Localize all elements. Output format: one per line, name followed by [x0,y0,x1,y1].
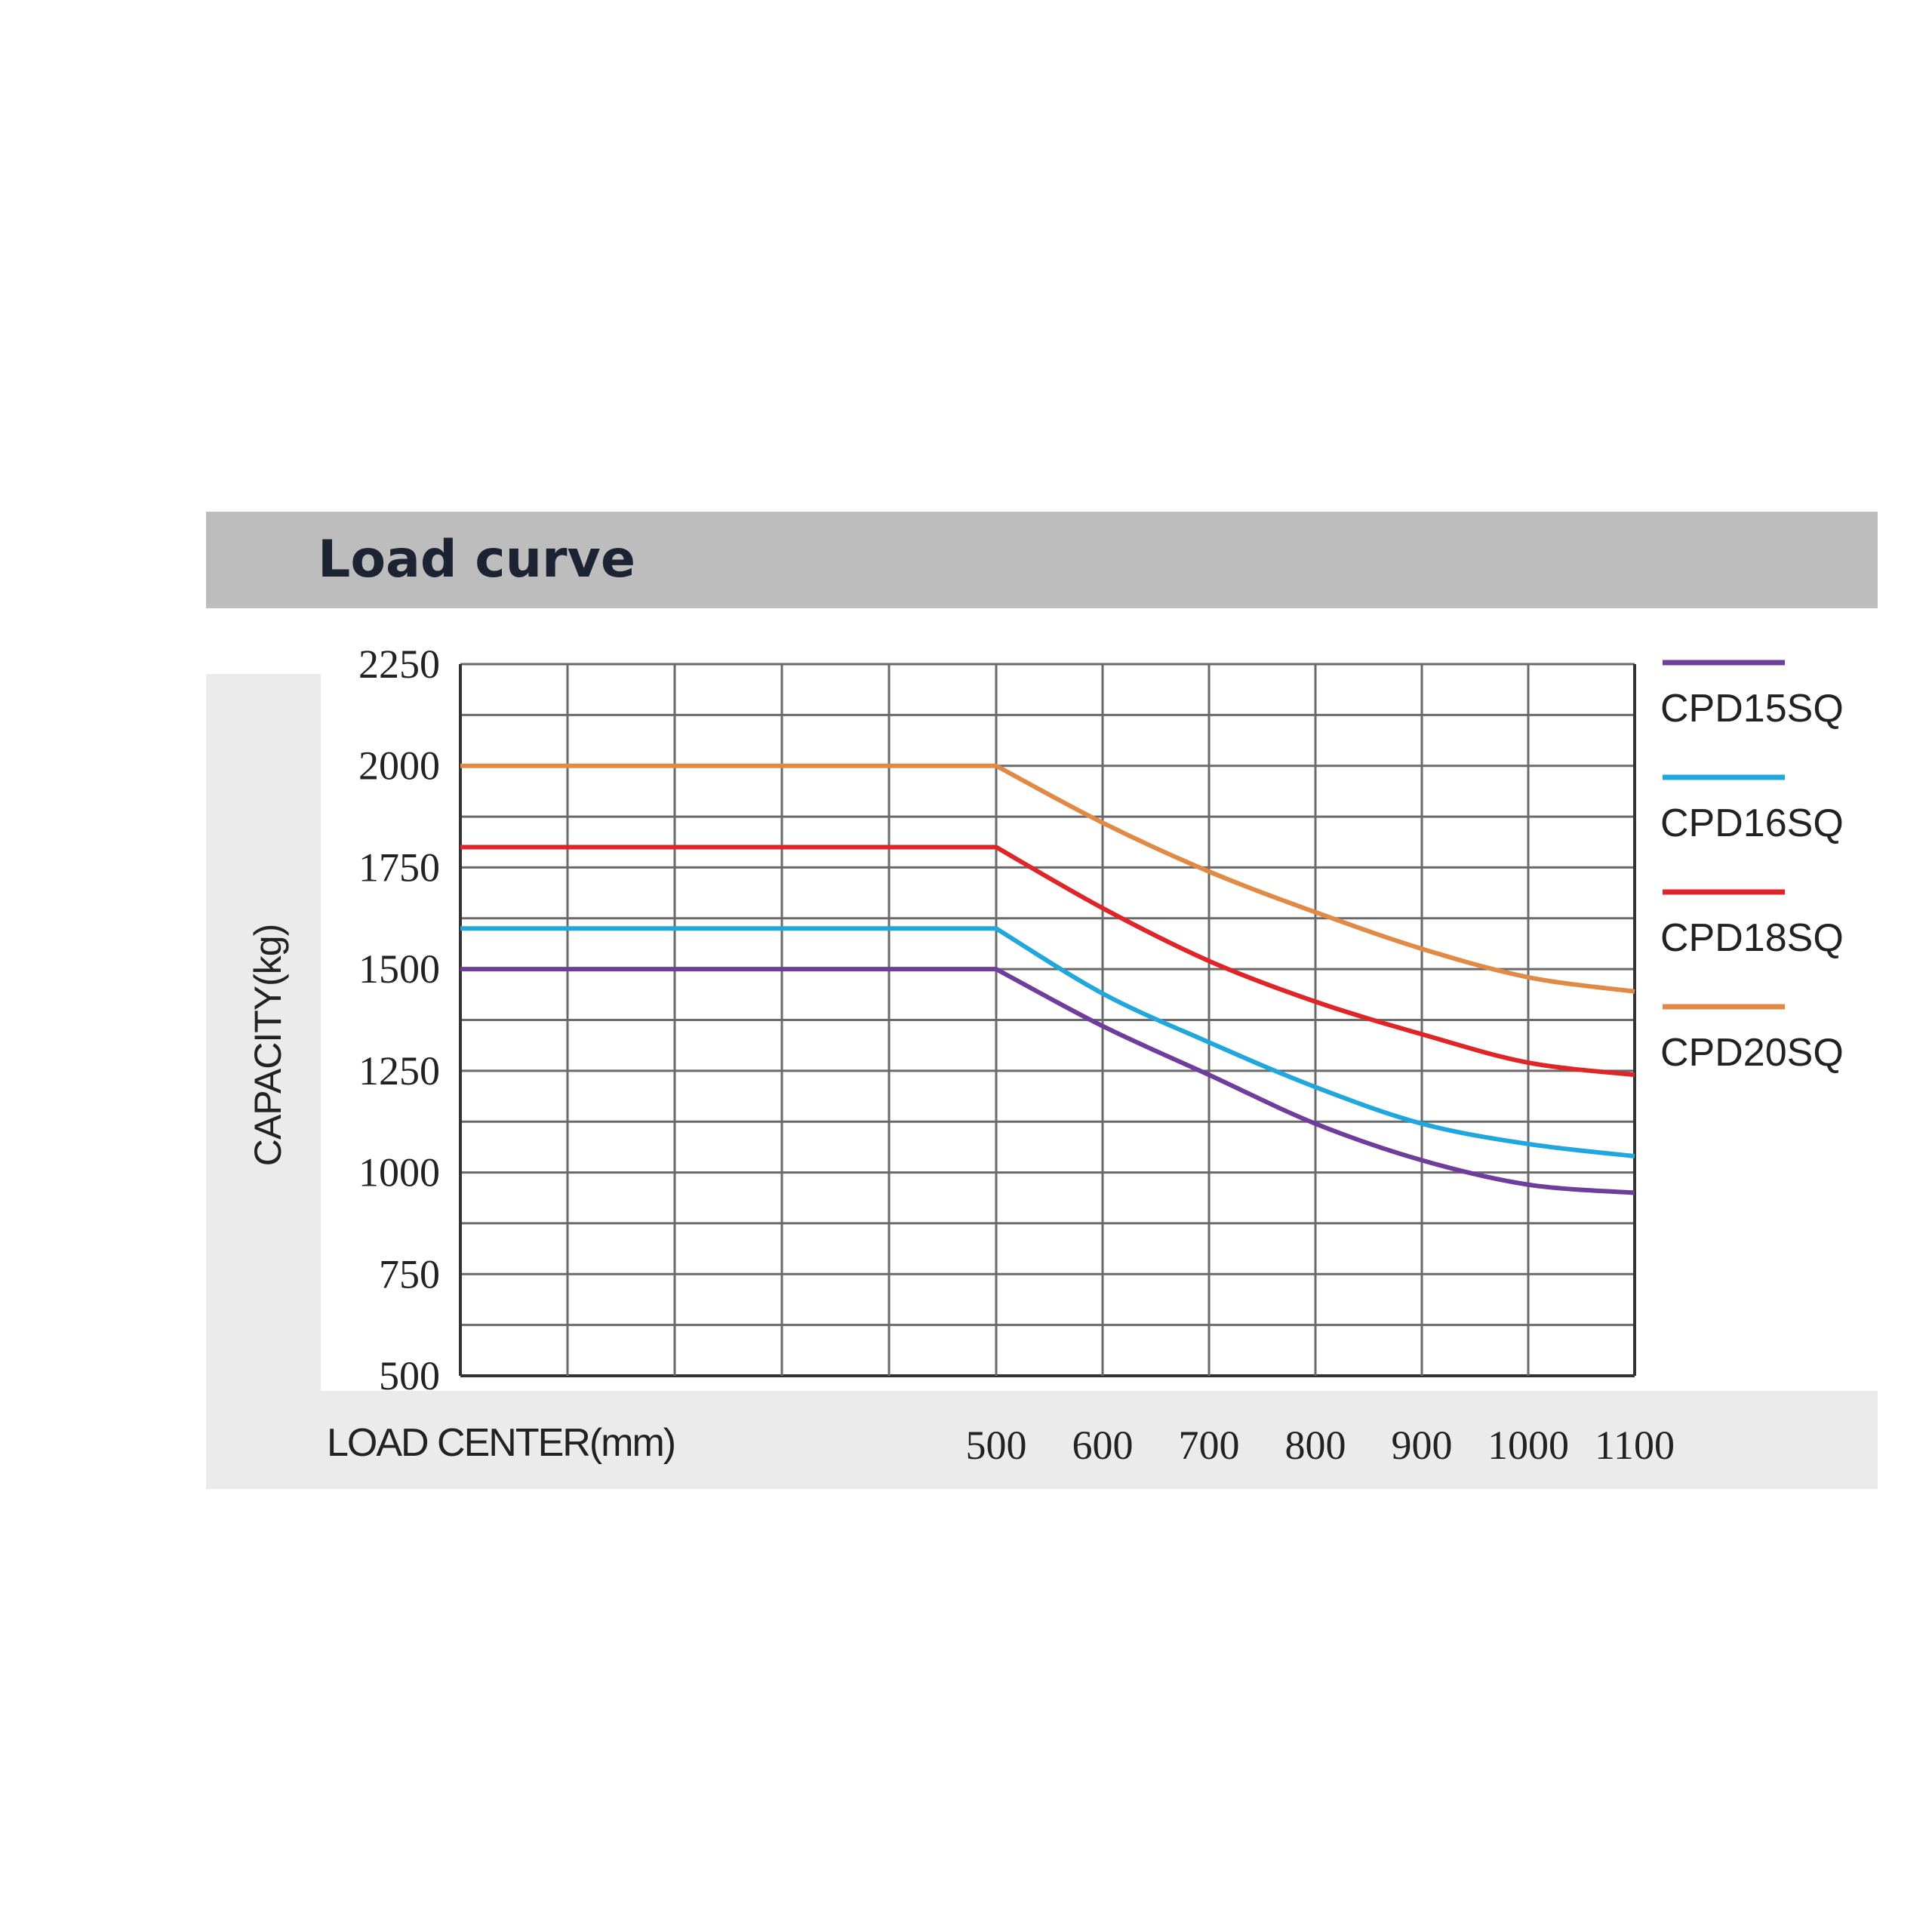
y-tick-label: 2000 [358,743,440,789]
series-lines [460,763,1635,1195]
legend: CPD15SQ CPD16SQ CPD18SQ CPD20SQ [1660,660,1844,1075]
x-tick-label: 700 [1179,1423,1240,1468]
grid [459,663,1636,1377]
series-line-cpd15sq [460,967,1635,1195]
series-line-cpd18sq [460,844,1635,1078]
y-tick-label: 1750 [358,844,440,890]
x-axis-band [206,1391,1878,1489]
y-tick-label: 750 [379,1251,440,1297]
x-ticks: 500 600 700 800 900 1000 1100 [966,1423,1675,1468]
legend-label: CPD18SQ [1660,916,1844,960]
y-tick-label: 500 [379,1353,440,1398]
chart-title: Load curve [318,530,635,589]
legend-label: CPD16SQ [1660,801,1844,845]
x-tick-label: 600 [1072,1423,1134,1468]
x-tick-label: 1000 [1487,1423,1569,1468]
y-tick-label: 1000 [358,1150,440,1195]
legend-label: CPD15SQ [1660,687,1844,731]
y-tick-label: 1250 [358,1048,440,1094]
y-axis-band [206,674,321,1489]
x-tick-label: 800 [1285,1423,1346,1468]
x-tick-label: 1100 [1595,1423,1675,1468]
legend-label: CPD20SQ [1660,1031,1844,1075]
y-tick-label: 2250 [358,641,440,687]
series-line-cpd16sq [460,926,1635,1159]
y-tick-label: 1500 [358,946,440,992]
x-tick-label: 900 [1392,1423,1453,1468]
x-axis-label: LOAD CENTER(mm) [327,1421,676,1465]
x-tick-label: 500 [966,1423,1027,1468]
y-ticks: 2250 2000 1750 1500 1250 1000 750 500 [358,641,440,1398]
series-line-cpd20sq [460,763,1635,994]
title-bar: Load curve [206,512,1878,608]
